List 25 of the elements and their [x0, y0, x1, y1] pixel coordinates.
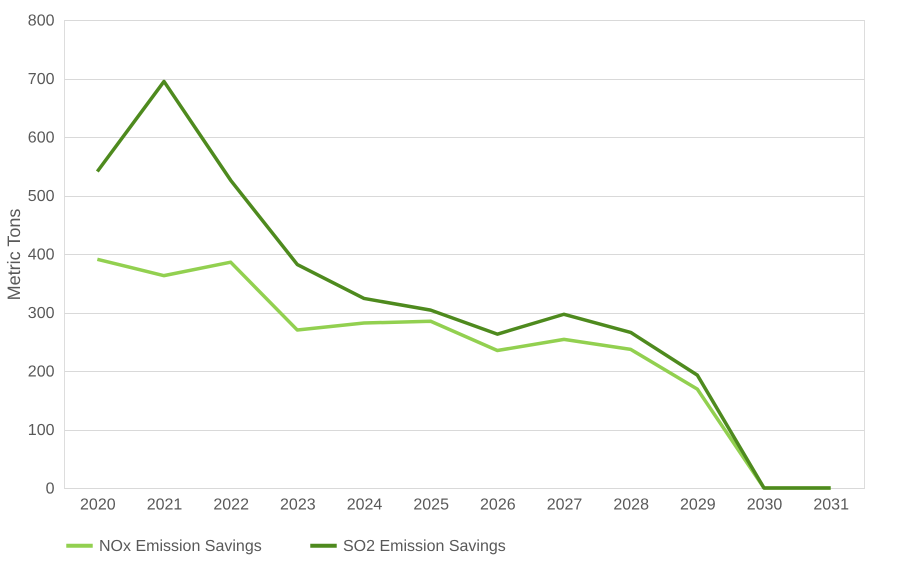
y-tick-label: 500 [28, 188, 55, 205]
y-tick-label: 300 [28, 305, 55, 322]
x-tick-label: 2022 [213, 496, 250, 514]
y-tick-label: 700 [28, 71, 55, 88]
x-tick-label: 2028 [613, 496, 650, 514]
y-tick-label: 800 [28, 12, 55, 30]
y-tick-label: 0 [46, 480, 55, 498]
x-tick-label: 2030 [746, 496, 782, 514]
y-axis-title: Metric Tons [4, 208, 24, 300]
x-tick-label: 2021 [146, 496, 182, 514]
y-tick-label: 600 [28, 130, 55, 146]
x-tick-label: 2025 [413, 496, 450, 514]
x-tick-label: 2020 [80, 496, 116, 514]
x-tick-label: 2031 [813, 496, 850, 514]
legend-label: NOx Emission Savings [99, 538, 262, 555]
x-tick-label: 2023 [280, 496, 316, 514]
legend-label: SO2 Emission Savings [343, 538, 506, 555]
y-tick-label: 100 [28, 422, 55, 439]
y-tick-label: 200 [28, 364, 55, 380]
x-tick-label: 2026 [480, 496, 516, 514]
x-tick-label: 2029 [680, 496, 716, 514]
x-tick-label: 2024 [346, 496, 382, 514]
line-series [96, 80, 832, 490]
y-tick-label: 400 [28, 246, 55, 264]
x-tick-label: 2027 [546, 496, 582, 514]
